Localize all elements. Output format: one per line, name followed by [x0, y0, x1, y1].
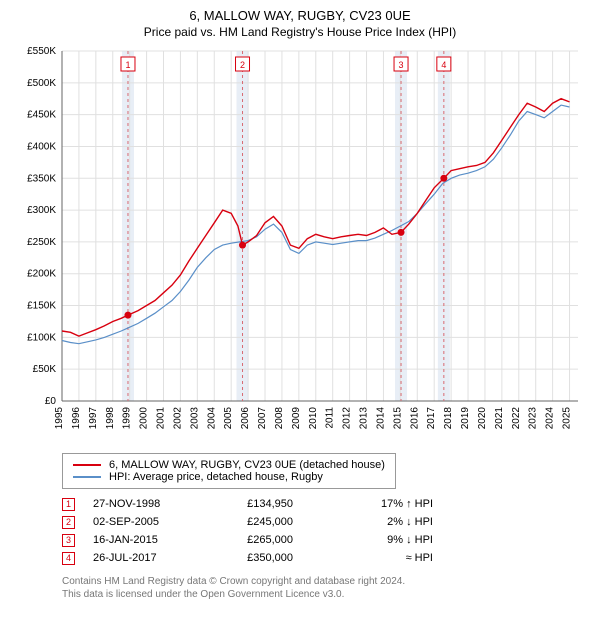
- svg-text:2021: 2021: [494, 407, 505, 430]
- svg-text:2017: 2017: [426, 407, 437, 430]
- svg-text:2023: 2023: [528, 407, 539, 430]
- svg-text:2002: 2002: [172, 407, 183, 430]
- svg-text:2025: 2025: [562, 407, 573, 430]
- legend-label: HPI: Average price, detached house, Rugb…: [109, 471, 323, 483]
- sale-price: £350,000: [223, 552, 333, 564]
- svg-text:2007: 2007: [257, 407, 268, 430]
- legend-label: 6, MALLOW WAY, RUGBY, CV23 0UE (detached…: [109, 459, 385, 471]
- svg-text:£550K: £550K: [27, 47, 56, 57]
- sale-price: £134,950: [223, 498, 333, 510]
- svg-text:2003: 2003: [189, 407, 200, 430]
- svg-text:2013: 2013: [359, 407, 370, 430]
- svg-text:1997: 1997: [88, 407, 99, 430]
- svg-text:2024: 2024: [545, 407, 556, 430]
- svg-text:2010: 2010: [308, 407, 319, 430]
- chart-container: 6, MALLOW WAY, RUGBY, CV23 0UE Price pai…: [0, 0, 600, 620]
- sale-marker-box: 1: [62, 498, 75, 511]
- svg-text:£200K: £200K: [27, 269, 56, 280]
- svg-text:2016: 2016: [409, 407, 420, 430]
- sales-row: 2 02-SEP-2005£245,0002% ↓ HPI: [62, 513, 586, 531]
- footer-text: Contains HM Land Registry data © Crown c…: [62, 575, 586, 601]
- svg-text:3: 3: [399, 60, 404, 70]
- sale-date: 27-NOV-1998: [93, 498, 223, 510]
- svg-text:2004: 2004: [206, 407, 217, 430]
- sale-date: 02-SEP-2005: [93, 516, 223, 528]
- sale-date: 16-JAN-2015: [93, 534, 223, 546]
- chart-plot: £0 £50K £100K £150K £200K £250K £300K £350K £400…: [14, 47, 586, 447]
- legend-swatch: [73, 464, 101, 466]
- svg-text:2005: 2005: [223, 407, 234, 430]
- svg-text:1998: 1998: [105, 407, 116, 430]
- svg-text:1996: 1996: [71, 407, 82, 430]
- svg-text:£400K: £400K: [27, 141, 56, 152]
- legend-swatch: [73, 476, 101, 478]
- svg-text:2018: 2018: [443, 407, 454, 430]
- svg-text:2015: 2015: [392, 407, 403, 430]
- sales-row: 4 26-JUL-2017£350,000≈ HPI: [62, 549, 586, 567]
- sale-diff: 17% ↑ HPI: [333, 498, 433, 510]
- svg-text:£150K: £150K: [27, 301, 56, 312]
- chart-subtitle: Price paid vs. HM Land Registry's House …: [14, 25, 586, 39]
- svg-text:£500K: £500K: [27, 78, 56, 89]
- svg-text:2019: 2019: [460, 407, 471, 430]
- footer-line2: This data is licensed under the Open Gov…: [62, 588, 586, 601]
- sale-date: 26-JUL-2017: [93, 552, 223, 564]
- svg-text:2006: 2006: [240, 407, 251, 430]
- sale-price: £245,000: [223, 516, 333, 528]
- svg-text:£250K: £250K: [27, 237, 56, 248]
- svg-text:2009: 2009: [291, 407, 302, 430]
- sale-marker-box: 4: [62, 552, 75, 565]
- sales-row: 1 27-NOV-1998£134,95017% ↑ HPI: [62, 495, 586, 513]
- svg-text:£50K: £50K: [33, 364, 57, 375]
- svg-text:2001: 2001: [156, 407, 167, 430]
- svg-text:£350K: £350K: [27, 173, 56, 184]
- svg-text:4: 4: [441, 60, 446, 70]
- sale-diff: 9% ↓ HPI: [333, 534, 433, 546]
- legend-item: 6, MALLOW WAY, RUGBY, CV23 0UE (detached…: [73, 459, 385, 471]
- sale-price: £265,000: [223, 534, 333, 546]
- svg-text:£100K: £100K: [27, 332, 56, 343]
- svg-text:2012: 2012: [342, 407, 353, 430]
- svg-text:1995: 1995: [54, 407, 65, 430]
- sale-marker-box: 2: [62, 516, 75, 529]
- sale-diff: 2% ↓ HPI: [333, 516, 433, 528]
- svg-text:£0: £0: [45, 396, 57, 407]
- svg-text:2014: 2014: [375, 407, 386, 430]
- svg-text:2: 2: [240, 60, 245, 70]
- sales-table: 1 27-NOV-1998£134,95017% ↑ HPI 2 02-SEP-200…: [62, 495, 586, 567]
- sale-diff: ≈ HPI: [333, 552, 433, 564]
- svg-text:2000: 2000: [139, 407, 150, 430]
- footer-line1: Contains HM Land Registry data © Crown c…: [62, 575, 586, 588]
- sale-marker-box: 3: [62, 534, 75, 547]
- chart-title: 6, MALLOW WAY, RUGBY, CV23 0UE: [14, 8, 586, 23]
- sales-row: 3 16-JAN-2015£265,0009% ↓ HPI: [62, 531, 586, 549]
- svg-text:2008: 2008: [274, 407, 285, 430]
- legend-item: HPI: Average price, detached house, Rugb…: [73, 471, 385, 483]
- svg-text:£300K: £300K: [27, 205, 56, 216]
- svg-text:1: 1: [125, 60, 130, 70]
- svg-text:2011: 2011: [325, 407, 336, 429]
- svg-text:1999: 1999: [122, 407, 133, 430]
- svg-text:2020: 2020: [477, 407, 488, 430]
- svg-text:£450K: £450K: [27, 110, 56, 121]
- legend: 6, MALLOW WAY, RUGBY, CV23 0UE (detached…: [62, 453, 396, 489]
- svg-text:2022: 2022: [511, 407, 522, 430]
